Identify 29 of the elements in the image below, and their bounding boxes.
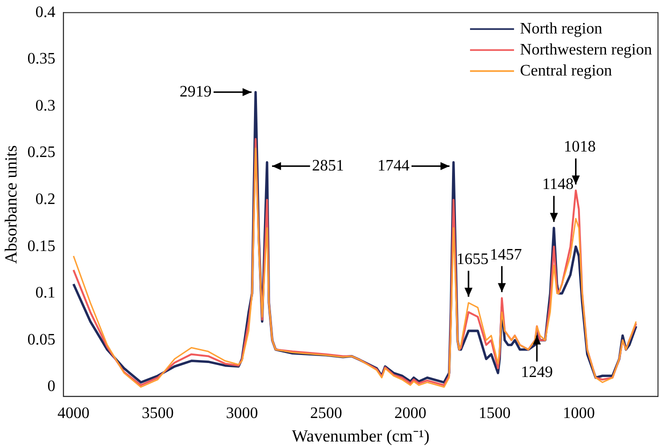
annotation: 1018 (564, 138, 596, 156)
annotation: 1457 (490, 246, 522, 264)
x-tick-label: 1500 (478, 405, 511, 422)
x-tick-label: 4000 (58, 405, 90, 422)
annotation: 1744 (378, 157, 410, 174)
annotation: 1249 (520, 364, 553, 381)
y-tick-label: 0.2 (35, 191, 56, 208)
y-tick-label: 0.25 (27, 144, 56, 162)
x-tick-label: 1000 (562, 405, 595, 422)
legend-label: North region (520, 20, 602, 38)
annotation: 1148 (542, 176, 574, 194)
y-tick-label: 0.15 (27, 238, 56, 255)
y-tick-label: 0 (47, 378, 56, 396)
x-tick-label: 2500 (310, 405, 342, 422)
y-tick-label: 0.1 (35, 284, 56, 302)
legend-label: Northwestern region (520, 41, 652, 58)
legend-label: Central region (520, 62, 612, 80)
y-axis-title: Absorbance units (2, 145, 21, 264)
annotation: 2851 (312, 157, 344, 174)
x-axis-title: Wavenumber (cm⁻¹) (292, 426, 430, 446)
x-tick-label: 2000 (394, 405, 426, 422)
annotation: 2919 (180, 83, 212, 100)
y-tick-label: 0.3 (35, 97, 56, 114)
x-tick-label: 3500 (142, 405, 174, 422)
y-tick-label: 0.35 (27, 50, 56, 68)
y-tick-label: 0.4 (35, 4, 56, 21)
x-tick-label: 3000 (226, 405, 258, 422)
y-tick-label: 0.05 (27, 331, 56, 348)
annotation: 1655 (456, 250, 489, 268)
